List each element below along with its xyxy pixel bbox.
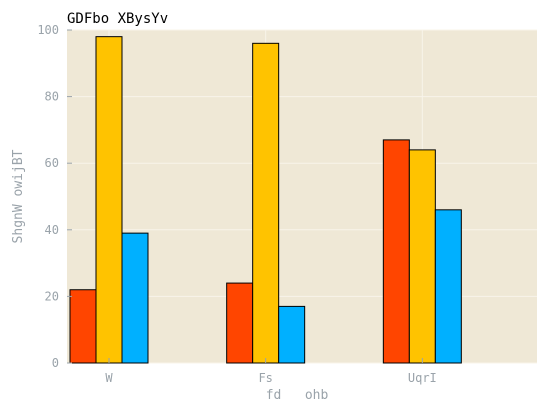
y-tick-label: 100 (37, 23, 59, 37)
bar (252, 42, 280, 364)
y-axis-label: ShgnW owijBT (11, 149, 26, 243)
chart-title: GDFbo XBysYv (67, 11, 168, 27)
bar (69, 289, 97, 364)
bar (434, 209, 462, 364)
bar (121, 232, 149, 364)
bar (226, 282, 254, 364)
y-tick-labels: 0 20 40 60 80 100 (37, 23, 59, 370)
axes (67, 29, 423, 364)
bar (278, 305, 306, 364)
bars-group (69, 36, 462, 364)
bar (95, 36, 123, 364)
x-axis-label: fd ohb (266, 388, 329, 403)
y-tick-label: 0 (52, 356, 59, 370)
bar (408, 149, 436, 364)
y-tick-label: 80 (45, 90, 59, 104)
y-tick-label: 60 (45, 156, 59, 170)
x-tick-label: Fs (258, 371, 272, 385)
x-tick-label: W (105, 371, 113, 385)
x-tick-labels: W Fs UqrI (105, 371, 436, 385)
y-tick-label: 20 (45, 289, 59, 303)
bar (382, 139, 410, 364)
x-tick-label: UqrI (408, 371, 437, 385)
y-tick-label: 40 (45, 223, 59, 237)
